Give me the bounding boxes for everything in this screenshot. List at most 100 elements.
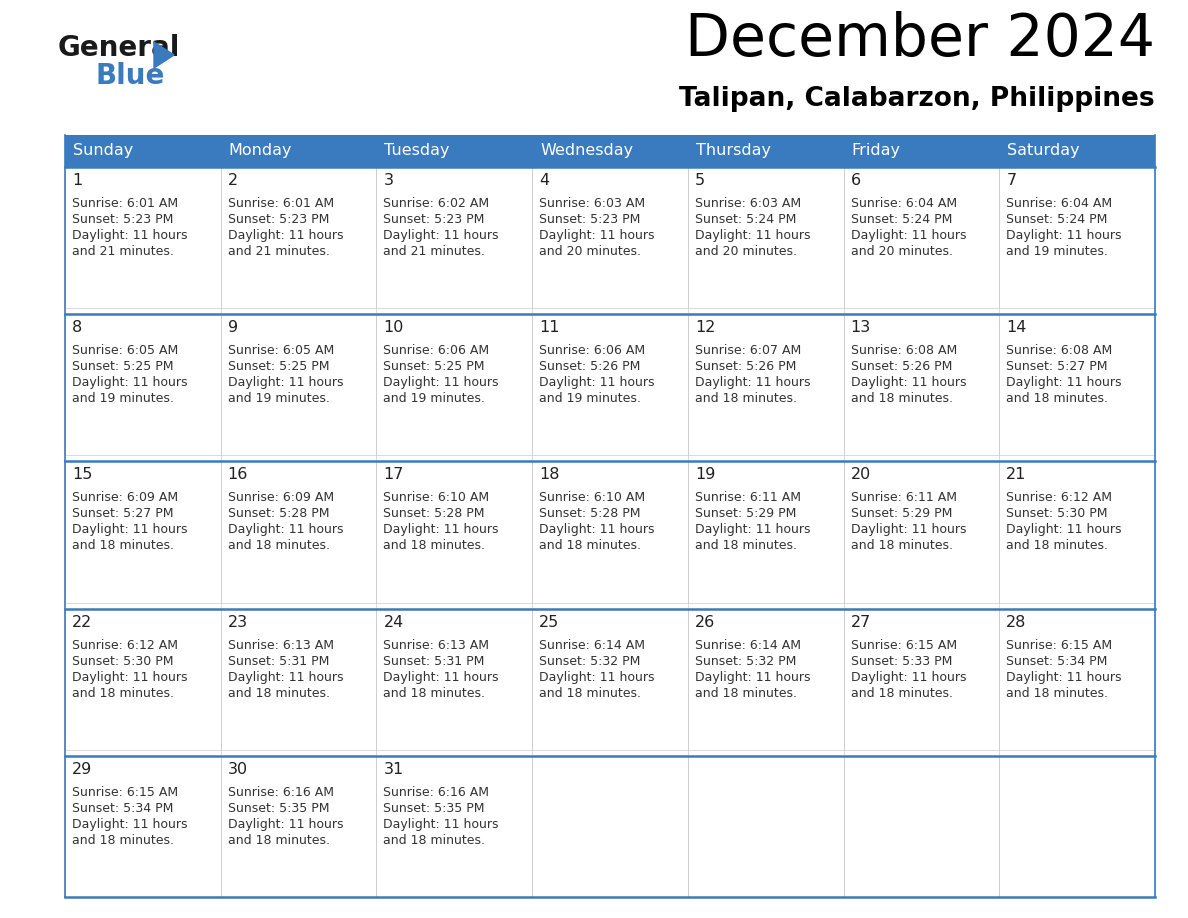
Bar <box>221 756 377 897</box>
Text: Sunrise: 6:04 AM: Sunrise: 6:04 AM <box>1006 197 1112 210</box>
Text: Daylight: 11 hours: Daylight: 11 hours <box>695 376 810 389</box>
Bar <box>221 609 377 750</box>
Bar <box>377 167 532 308</box>
Text: and 18 minutes.: and 18 minutes. <box>851 687 953 700</box>
Text: 31: 31 <box>384 762 404 777</box>
Text: and 18 minutes.: and 18 minutes. <box>384 687 486 700</box>
Text: and 19 minutes.: and 19 minutes. <box>539 392 642 405</box>
Text: 25: 25 <box>539 614 560 630</box>
Text: Daylight: 11 hours: Daylight: 11 hours <box>851 671 966 684</box>
Bar <box>65 756 221 897</box>
Text: Sunset: 5:25 PM: Sunset: 5:25 PM <box>72 360 173 374</box>
Text: and 18 minutes.: and 18 minutes. <box>384 540 486 553</box>
Bar <box>688 462 843 602</box>
Text: Daylight: 11 hours: Daylight: 11 hours <box>695 523 810 536</box>
Text: Monday: Monday <box>229 143 292 159</box>
Bar <box>65 135 1155 167</box>
Bar <box>843 314 999 455</box>
Bar <box>843 756 999 897</box>
Text: 6: 6 <box>851 173 860 188</box>
Text: Sunset: 5:30 PM: Sunset: 5:30 PM <box>1006 508 1107 521</box>
Text: Sunset: 5:33 PM: Sunset: 5:33 PM <box>851 655 952 667</box>
Text: and 19 minutes.: and 19 minutes. <box>228 392 329 405</box>
Bar <box>688 756 843 897</box>
Bar <box>221 167 377 308</box>
Text: Sunday: Sunday <box>72 143 133 159</box>
Text: Daylight: 11 hours: Daylight: 11 hours <box>72 818 188 831</box>
Text: Wednesday: Wednesday <box>541 143 633 159</box>
Text: Daylight: 11 hours: Daylight: 11 hours <box>384 818 499 831</box>
Text: Friday: Friday <box>852 143 901 159</box>
Text: Sunrise: 6:08 AM: Sunrise: 6:08 AM <box>851 344 956 357</box>
Text: Sunset: 5:31 PM: Sunset: 5:31 PM <box>228 655 329 667</box>
Text: Daylight: 11 hours: Daylight: 11 hours <box>228 229 343 242</box>
Text: and 20 minutes.: and 20 minutes. <box>695 245 797 258</box>
Text: Sunrise: 6:05 AM: Sunrise: 6:05 AM <box>228 344 334 357</box>
Text: Sunrise: 6:05 AM: Sunrise: 6:05 AM <box>72 344 178 357</box>
Text: 9: 9 <box>228 320 238 335</box>
Text: Sunset: 5:28 PM: Sunset: 5:28 PM <box>539 508 640 521</box>
Text: and 18 minutes.: and 18 minutes. <box>72 687 173 700</box>
Bar <box>221 462 377 602</box>
Text: Sunset: 5:34 PM: Sunset: 5:34 PM <box>1006 655 1107 667</box>
Text: Sunset: 5:32 PM: Sunset: 5:32 PM <box>539 655 640 667</box>
Bar <box>532 167 688 308</box>
Text: 16: 16 <box>228 467 248 482</box>
Text: Sunset: 5:25 PM: Sunset: 5:25 PM <box>384 360 485 374</box>
Bar <box>65 609 221 750</box>
Text: Sunrise: 6:13 AM: Sunrise: 6:13 AM <box>228 639 334 652</box>
Text: Daylight: 11 hours: Daylight: 11 hours <box>851 523 966 536</box>
Text: Sunset: 5:27 PM: Sunset: 5:27 PM <box>72 508 173 521</box>
Bar <box>999 167 1155 308</box>
Bar <box>688 314 843 455</box>
Text: Daylight: 11 hours: Daylight: 11 hours <box>384 229 499 242</box>
Text: and 18 minutes.: and 18 minutes. <box>695 540 797 553</box>
Text: Daylight: 11 hours: Daylight: 11 hours <box>539 229 655 242</box>
Text: Daylight: 11 hours: Daylight: 11 hours <box>72 229 188 242</box>
Text: Sunrise: 6:04 AM: Sunrise: 6:04 AM <box>851 197 956 210</box>
Text: and 18 minutes.: and 18 minutes. <box>539 687 642 700</box>
Text: 5: 5 <box>695 173 704 188</box>
Bar <box>532 314 688 455</box>
Text: Sunrise: 6:10 AM: Sunrise: 6:10 AM <box>539 491 645 504</box>
Text: Sunset: 5:24 PM: Sunset: 5:24 PM <box>695 213 796 226</box>
Bar <box>688 609 843 750</box>
Text: and 18 minutes.: and 18 minutes. <box>1006 392 1108 405</box>
Text: 2: 2 <box>228 173 238 188</box>
Text: Sunrise: 6:11 AM: Sunrise: 6:11 AM <box>851 491 956 504</box>
Text: Sunset: 5:34 PM: Sunset: 5:34 PM <box>72 801 173 815</box>
Text: Daylight: 11 hours: Daylight: 11 hours <box>72 523 188 536</box>
Text: and 18 minutes.: and 18 minutes. <box>72 834 173 846</box>
Text: Sunset: 5:26 PM: Sunset: 5:26 PM <box>851 360 952 374</box>
Text: 8: 8 <box>72 320 82 335</box>
Text: Daylight: 11 hours: Daylight: 11 hours <box>539 523 655 536</box>
Text: and 21 minutes.: and 21 minutes. <box>72 245 173 258</box>
Text: Sunrise: 6:09 AM: Sunrise: 6:09 AM <box>72 491 178 504</box>
Text: Sunset: 5:29 PM: Sunset: 5:29 PM <box>695 508 796 521</box>
Text: December 2024: December 2024 <box>685 11 1155 68</box>
Text: Sunrise: 6:01 AM: Sunrise: 6:01 AM <box>228 197 334 210</box>
Bar <box>688 167 843 308</box>
Text: Sunrise: 6:15 AM: Sunrise: 6:15 AM <box>72 786 178 799</box>
Bar <box>65 462 221 602</box>
Text: Sunset: 5:35 PM: Sunset: 5:35 PM <box>228 801 329 815</box>
Text: Sunrise: 6:02 AM: Sunrise: 6:02 AM <box>384 197 489 210</box>
Text: and 18 minutes.: and 18 minutes. <box>72 540 173 553</box>
Text: Daylight: 11 hours: Daylight: 11 hours <box>851 229 966 242</box>
Text: and 19 minutes.: and 19 minutes. <box>1006 245 1108 258</box>
Text: 30: 30 <box>228 762 248 777</box>
Text: and 18 minutes.: and 18 minutes. <box>695 392 797 405</box>
Text: 7: 7 <box>1006 173 1017 188</box>
Text: 19: 19 <box>695 467 715 482</box>
Text: Daylight: 11 hours: Daylight: 11 hours <box>539 376 655 389</box>
Text: Sunrise: 6:16 AM: Sunrise: 6:16 AM <box>228 786 334 799</box>
Text: Sunset: 5:25 PM: Sunset: 5:25 PM <box>228 360 329 374</box>
Text: and 18 minutes.: and 18 minutes. <box>228 540 330 553</box>
Text: Sunset: 5:24 PM: Sunset: 5:24 PM <box>851 213 952 226</box>
Text: Daylight: 11 hours: Daylight: 11 hours <box>1006 671 1121 684</box>
Text: 29: 29 <box>72 762 93 777</box>
Text: Tuesday: Tuesday <box>385 143 450 159</box>
Text: Sunset: 5:27 PM: Sunset: 5:27 PM <box>1006 360 1107 374</box>
Bar <box>532 462 688 602</box>
Text: and 18 minutes.: and 18 minutes. <box>384 834 486 846</box>
